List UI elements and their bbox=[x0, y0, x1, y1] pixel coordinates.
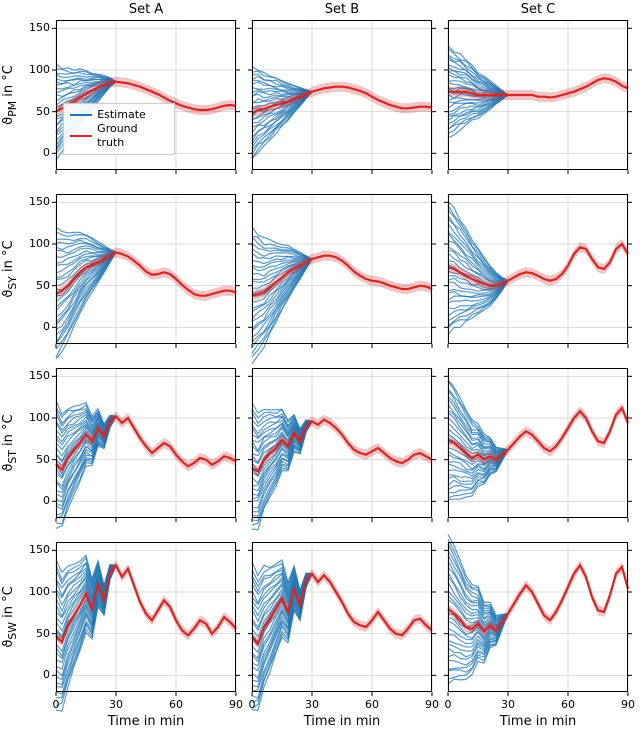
xticklabel: 0 bbox=[436, 698, 460, 711]
yticklabel: 150 bbox=[18, 21, 50, 34]
yticklabel: 100 bbox=[18, 63, 50, 76]
xticklabel: 0 bbox=[240, 698, 264, 711]
yticklabel: 150 bbox=[18, 543, 50, 556]
xlabel-col-1: Time in min bbox=[252, 714, 432, 729]
yticklabel: 0 bbox=[18, 146, 50, 159]
ylabel-row-1: ϑSY in °C bbox=[1, 240, 19, 297]
yticklabel: 50 bbox=[18, 105, 50, 118]
panel-r3-c0 bbox=[56, 542, 236, 692]
yticklabel: 100 bbox=[18, 585, 50, 598]
col-title-0: Set A bbox=[56, 2, 236, 17]
yticklabel: 50 bbox=[18, 279, 50, 292]
legend-label-estimate: Estimate bbox=[97, 108, 146, 122]
figure-root: 0 50 100 150 0 50 100 150 0 50 100 150 0 50 100 150 0 30 6… bbox=[0, 0, 640, 737]
panel-r0-c1 bbox=[252, 20, 432, 170]
yticklabel: 100 bbox=[18, 237, 50, 250]
xticklabel: 30 bbox=[104, 698, 128, 711]
yticklabel: 50 bbox=[18, 453, 50, 466]
yticklabel: 0 bbox=[18, 668, 50, 681]
xticklabel: 60 bbox=[360, 698, 384, 711]
panel-r1-c0 bbox=[56, 194, 236, 344]
xlabel-col-2: Time in min bbox=[448, 714, 628, 729]
xticklabel: 60 bbox=[556, 698, 580, 711]
legend-swatch-estimate bbox=[70, 114, 92, 116]
yticklabel: 150 bbox=[18, 195, 50, 208]
col-title-1: Set B bbox=[252, 2, 432, 17]
panel-r0-c2 bbox=[448, 20, 628, 170]
panel-r1-c2 bbox=[448, 194, 628, 344]
xticklabel: 30 bbox=[300, 698, 324, 711]
ylabel-row-2: ϑST in °C bbox=[1, 414, 19, 471]
xticklabel: 60 bbox=[164, 698, 188, 711]
yticklabel: 50 bbox=[18, 627, 50, 640]
legend: EstimateGround truth bbox=[63, 103, 175, 155]
col-title-2: Set C bbox=[448, 2, 628, 17]
xlabel-col-0: Time in min bbox=[56, 714, 236, 729]
xticklabel: 90 bbox=[616, 698, 640, 711]
yticklabel: 0 bbox=[18, 494, 50, 507]
yticklabel: 0 bbox=[18, 320, 50, 333]
yticklabel: 100 bbox=[18, 411, 50, 424]
panel-r2-c0 bbox=[56, 368, 236, 518]
panel-r2-c1 bbox=[252, 368, 432, 518]
legend-swatch-ground_truth bbox=[70, 135, 92, 137]
yticklabel: 150 bbox=[18, 369, 50, 382]
panel-r1-c1 bbox=[252, 194, 432, 344]
legend-label-ground_truth: Ground truth bbox=[97, 122, 168, 150]
panel-r2-c2 bbox=[448, 368, 628, 518]
panel-r3-c1 bbox=[252, 542, 432, 692]
ylabel-row-0: ϑPM in °C bbox=[1, 65, 19, 125]
xticklabel: 0 bbox=[44, 698, 68, 711]
ylabel-row-3: ϑSW in °C bbox=[1, 586, 19, 647]
xticklabel: 30 bbox=[496, 698, 520, 711]
panel-r3-c2 bbox=[448, 542, 628, 692]
